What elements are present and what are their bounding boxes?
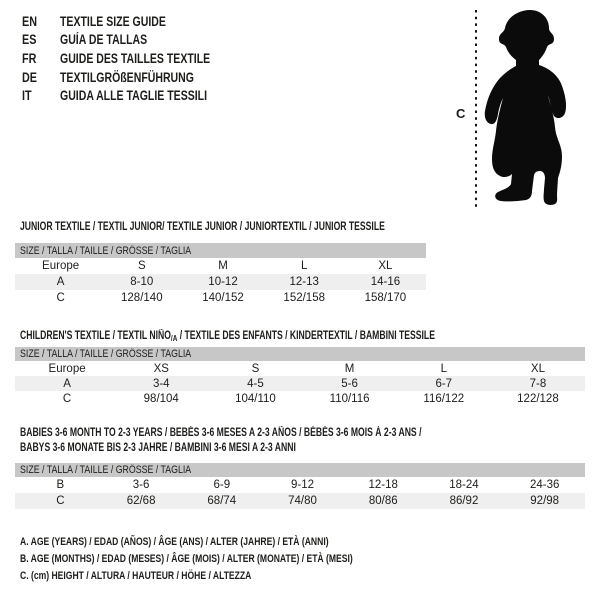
age-cell: 6-9 bbox=[213, 479, 231, 491]
height-cell: 80/86 bbox=[368, 495, 398, 507]
language-code: FR bbox=[22, 50, 37, 66]
language-code: EN bbox=[22, 13, 38, 29]
babies-size-table: SIZE / TALLA / TAILLE / GRÖSSE / TAGLIA … bbox=[15, 463, 585, 509]
junior-table-title: JUNIOR TEXTILE / TEXTIL JUNIOR/ TEXTILE … bbox=[20, 221, 385, 233]
height-cell: 62/68 bbox=[126, 495, 156, 507]
language-code: IT bbox=[22, 88, 32, 104]
size-cell: XS bbox=[153, 362, 169, 375]
babies-table-title-line2: BABYS 3-6 MONATE BIS 2-3 JAHRE / BAMBINI… bbox=[20, 442, 296, 454]
language-row-fr: FR GUIDE DES TAILLES TEXTILE bbox=[22, 49, 253, 68]
row-label: B bbox=[56, 479, 65, 491]
age-cell: 7-8 bbox=[529, 377, 547, 390]
age-cell: 6-7 bbox=[435, 377, 453, 390]
language-label: GUÍA DE TALLAS bbox=[60, 32, 148, 48]
age-cell: 24-36 bbox=[529, 479, 560, 491]
language-label: TEXTILE SIZE GUIDE bbox=[60, 13, 166, 29]
age-cell: 14-16 bbox=[370, 276, 401, 288]
children-title-post: / TEXTILE DES ENFANTS / KINDERTEXTIL / B… bbox=[177, 330, 435, 342]
children-size-table: SIZE / TALLA / TAILLE / GRÖSSE / TAGLIA … bbox=[15, 347, 585, 406]
size-header-label: SIZE / TALLA / TAILLE / GRÖSSE / TAGLIA bbox=[20, 348, 192, 360]
row-label: Europe bbox=[42, 260, 80, 272]
legend-age-years: A. AGE (YEARS) / EDAD (AÑOS) / ÂGE (ANS)… bbox=[20, 536, 329, 548]
age-cell: 9-12 bbox=[291, 479, 315, 491]
table-row-height-cm: C 98/104 104/110 110/116 116/122 122/128 bbox=[15, 391, 585, 406]
height-cell: 98/104 bbox=[143, 392, 179, 405]
size-cell: S bbox=[251, 362, 260, 375]
table-row-height-cm: C 128/140 140/152 152/158 158/170 bbox=[15, 290, 426, 306]
language-code: DE bbox=[22, 69, 38, 85]
height-measure-label: C bbox=[456, 106, 466, 121]
language-code: ES bbox=[22, 32, 37, 48]
junior-size-table: SIZE / TALLA / TAILLE / GRÖSSE / TAGLIA … bbox=[15, 243, 426, 306]
height-cell: 68/74 bbox=[207, 495, 237, 507]
children-table-title: CHILDREN'S TEXTILE / TEXTIL NIÑO/A / TEX… bbox=[20, 330, 435, 343]
table-row-europe: Europe S M L XL bbox=[15, 258, 426, 274]
age-cell: 3-4 bbox=[152, 377, 170, 390]
legend-age-months: B. AGE (MONTHS) / EDAD (MESES) / ÂGE (MO… bbox=[20, 553, 353, 565]
size-cell: M bbox=[344, 362, 355, 375]
height-cell: 158/170 bbox=[364, 292, 407, 304]
age-cell: 12-18 bbox=[368, 479, 398, 491]
height-cell: 110/116 bbox=[329, 392, 370, 405]
age-cell: 3-6 bbox=[132, 479, 150, 491]
table-row-age-years: A 3-4 4-5 5-6 6-7 7-8 bbox=[15, 376, 585, 391]
language-row-en: EN TEXTILE SIZE GUIDE bbox=[22, 12, 253, 31]
table-row-europe: Europe XS S M L XL bbox=[15, 361, 585, 376]
size-header-row: SIZE / TALLA / TAILLE / GRÖSSE / TAGLIA bbox=[15, 347, 585, 361]
table-row-age-months: B 3-6 6-9 9-12 12-18 18-24 24-36 bbox=[15, 477, 585, 493]
height-cell: 116/122 bbox=[423, 392, 465, 405]
babies-table-title-line1: BABIES 3-6 MONTH TO 2-3 YEARS / BEBÉS 3-… bbox=[20, 427, 422, 439]
row-label: C bbox=[56, 292, 65, 304]
row-label: Europe bbox=[48, 362, 86, 375]
size-header-label: SIZE / TALLA / TAILLE / GRÖSSE / TAGLIA bbox=[20, 464, 192, 476]
height-cell: 74/80 bbox=[288, 495, 317, 507]
size-cell: XL bbox=[530, 362, 545, 375]
height-cell: 86/92 bbox=[449, 495, 479, 507]
height-cell: 104/110 bbox=[235, 392, 276, 405]
age-cell: 10-12 bbox=[208, 276, 238, 288]
size-cell: L bbox=[301, 260, 308, 272]
height-cell: 152/158 bbox=[283, 292, 325, 304]
children-title-pre: CHILDREN'S TEXTILE / TEXTIL NIÑO bbox=[20, 330, 171, 342]
age-cell: 18-24 bbox=[449, 479, 479, 491]
language-row-de: DE TEXTILGRÖßENFÜHRUNG bbox=[22, 68, 253, 87]
height-cell: 140/152 bbox=[202, 292, 244, 304]
age-cell: 12-13 bbox=[289, 276, 319, 288]
age-cell: 5-6 bbox=[341, 377, 358, 390]
table-row-age-years: A 8-10 10-12 12-13 14-16 bbox=[15, 274, 426, 290]
height-cell: 92/98 bbox=[530, 495, 560, 507]
table-row-height-cm: C 62/68 68/74 74/80 80/86 86/92 92/98 bbox=[15, 493, 585, 509]
language-row-it: IT GUIDA ALLE TAGLIE TESSILI bbox=[22, 86, 253, 105]
size-header-label: SIZE / TALLA / TAILLE / GRÖSSE / TAGLIA bbox=[20, 244, 192, 257]
age-cell: 8-10 bbox=[130, 276, 154, 288]
row-label: A bbox=[56, 276, 65, 288]
size-header-row: SIZE / TALLA / TAILLE / GRÖSSE / TAGLIA bbox=[15, 463, 585, 477]
baby-height-figure: C bbox=[450, 2, 600, 216]
language-row-es: ES GUÍA DE TALLAS bbox=[22, 31, 253, 50]
row-label: C bbox=[62, 392, 72, 405]
legend-height-cm: C. (cm) HEIGHT / ALTURA / HAUTEUR / HÖHE… bbox=[20, 570, 252, 582]
language-label: GUIDA ALLE TAGLIE TESSILI bbox=[60, 88, 208, 104]
baby-figure-graphic bbox=[475, 10, 567, 210]
language-label: TEXTILGRÖßENFÜHRUNG bbox=[60, 69, 194, 85]
row-label: C bbox=[56, 495, 65, 507]
age-cell: 4-5 bbox=[247, 377, 264, 390]
height-cell: 122/128 bbox=[517, 392, 559, 405]
size-cell: M bbox=[218, 260, 228, 272]
baby-silhouette-icon bbox=[484, 10, 567, 205]
children-title-sub: /A bbox=[170, 333, 178, 343]
size-cell: L bbox=[440, 362, 447, 375]
height-cell: 128/140 bbox=[121, 292, 163, 304]
size-header-row: SIZE / TALLA / TAILLE / GRÖSSE / TAGLIA bbox=[15, 243, 426, 258]
language-list: EN TEXTILE SIZE GUIDE ES GUÍA DE TALLAS … bbox=[22, 12, 253, 105]
size-cell: XL bbox=[378, 260, 393, 272]
language-label: GUIDE DES TAILLES TEXTILE bbox=[60, 50, 211, 66]
size-cell: S bbox=[137, 260, 146, 272]
row-label: A bbox=[63, 377, 71, 390]
